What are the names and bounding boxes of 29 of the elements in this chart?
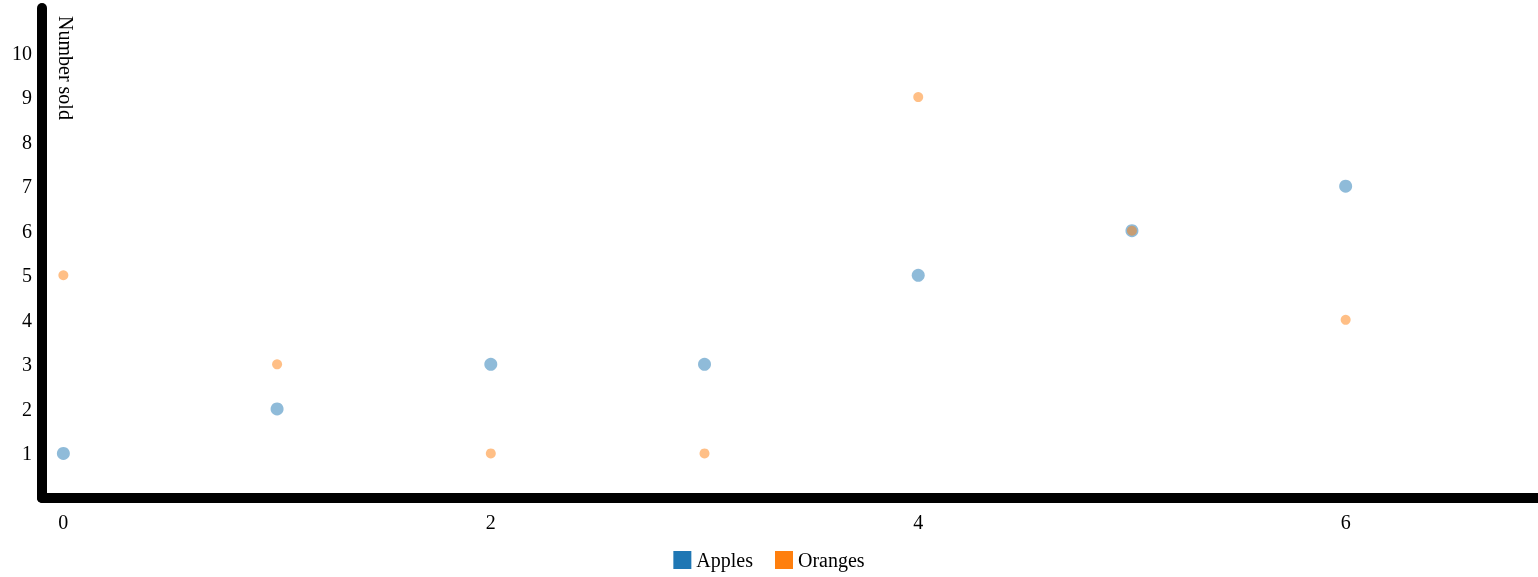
y-tick-label: 5 (22, 264, 32, 287)
x-tick-label: 6 (1340, 511, 1351, 533)
y-tick-label: 9 (22, 86, 32, 109)
point (272, 359, 283, 370)
point (58, 270, 69, 281)
point (270, 402, 284, 416)
point (484, 357, 498, 371)
y-tick-label: 6 (22, 219, 32, 242)
y-tick-label: 2 (22, 397, 32, 420)
y-tick-label: 10 (12, 41, 32, 64)
legend-label: Apples (696, 549, 754, 572)
y-tick-label: 4 (22, 308, 32, 331)
point (485, 448, 496, 459)
y-tick-label: 7 (22, 175, 32, 198)
point (913, 92, 924, 103)
legend-label: Oranges (798, 549, 865, 572)
x-tick-label: 4 (913, 511, 924, 533)
point (698, 357, 712, 371)
y-axis-title: Number sold (55, 16, 77, 120)
x-tick-label: 0 (58, 511, 69, 533)
point (56, 446, 70, 460)
point (1340, 314, 1351, 325)
point (1339, 179, 1353, 193)
y-tick-label: 8 (22, 130, 32, 153)
x-tick-label: 2 (485, 511, 496, 533)
y-tick-label: 1 (22, 442, 32, 465)
point (911, 268, 925, 282)
y-tick-label: 3 (22, 353, 32, 376)
point (699, 448, 710, 459)
